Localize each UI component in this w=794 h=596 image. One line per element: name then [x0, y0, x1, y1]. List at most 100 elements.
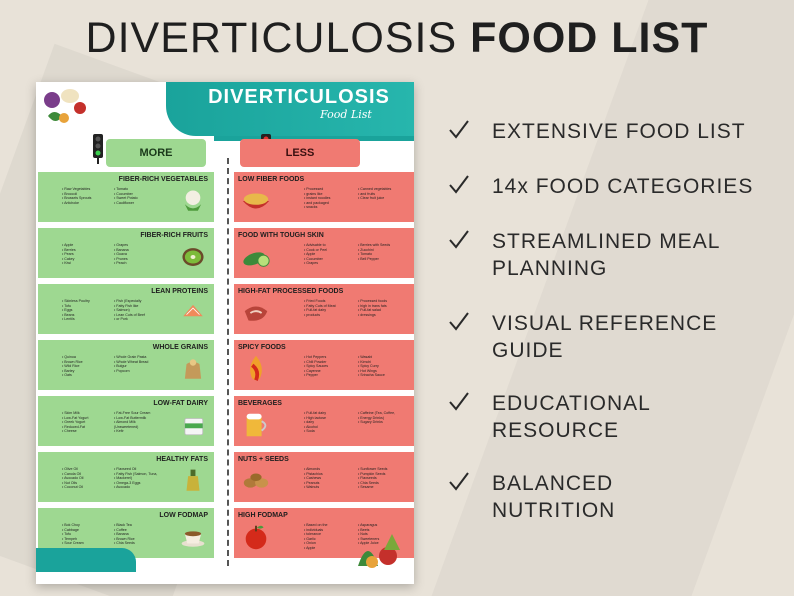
food-items-column: Raw VegetablesBroccoliBrussels SproutsAr… — [62, 187, 104, 205]
food-item: Full-fat dairy — [304, 308, 346, 313]
food-item: Almonds — [304, 467, 346, 472]
food-item: Pepper — [304, 373, 346, 378]
food-item: snacks — [304, 205, 346, 210]
oil-bottle-icon — [186, 469, 200, 491]
food-item: Hot Peppers — [304, 355, 346, 360]
food-item: Processed foods — [358, 299, 404, 304]
food-item: Bulgur — [114, 364, 160, 369]
food-items-column: Fat-Free Sour CreamLow-Fat ButtermilkAlm… — [114, 411, 160, 434]
food-item: Beans — [62, 313, 104, 318]
cauliflower-icon — [184, 190, 202, 211]
traffic-light-green-icon — [93, 134, 103, 164]
food-item: Peanuts — [304, 481, 346, 486]
food-item: Barley — [62, 369, 104, 374]
food-item: and fruits — [358, 192, 404, 197]
food-items-column: Olive OilCanola OilAvocado OilNut OilsCo… — [62, 467, 104, 490]
food-item: High lactose — [304, 416, 346, 421]
food-item: Alcohol — [304, 425, 346, 430]
less-category-panel: FOOD WITH TOUGH SKIN Advisable toCook or … — [234, 228, 414, 278]
food-items-column: Hot PeppersChili PowderSpicy SaucesCayen… — [304, 355, 346, 378]
food-item: Cakey — [62, 257, 104, 262]
food-item: Fatty Fish like — [114, 304, 160, 309]
category-name: LOW FIBER FOODS — [238, 176, 305, 183]
food-item: or Pork — [114, 317, 160, 322]
food-item: Banana — [114, 532, 160, 537]
feature-text: EXTENSIVE FOOD LIST — [492, 120, 746, 143]
column-divider — [227, 158, 229, 566]
checkmark-icon — [449, 175, 469, 194]
food-items-column: Canned vegetablesand fruitsClear fruit j… — [358, 187, 404, 201]
food-item: and packaged — [304, 201, 346, 206]
food-item: Sriracha Sauce — [358, 373, 404, 378]
food-item: Cashews — [304, 476, 346, 481]
category-name: FIBER-RICH FRUITS — [140, 232, 208, 239]
category-name: HIGH FODMAP — [238, 512, 288, 519]
food-item: Tofu — [62, 532, 104, 537]
food-item: Greek Yogurt — [62, 420, 104, 425]
food-item: Salmon) — [114, 308, 160, 313]
food-item: Sour Cream — [62, 541, 104, 546]
food-item: Lean Cuts of Beef — [114, 313, 160, 318]
food-item: Broccoli — [62, 192, 104, 197]
poster-header-band — [166, 82, 414, 136]
food-item: Bell Pepper — [358, 257, 404, 262]
kiwi-icon — [182, 248, 204, 266]
more-header: MORE — [106, 139, 206, 167]
food-item: Spicy Sauces — [304, 364, 346, 369]
food-item: Apple — [62, 243, 104, 248]
food-item: Avocado Oil — [62, 476, 104, 481]
yogurt-icon — [184, 418, 204, 436]
food-item: Fat-Free Sour Cream — [114, 411, 160, 416]
food-item: Processed — [304, 187, 346, 192]
food-item: dressings — [358, 313, 404, 318]
food-item: Cayenne — [304, 369, 346, 374]
food-item: Asparagus — [358, 523, 404, 528]
coffee-cup-icon — [181, 531, 205, 547]
main-heading-bold: FOOD LIST — [470, 14, 709, 62]
feature-text: VISUAL REFERENCE GUIDE — [492, 312, 718, 362]
category-name: HEALTHY FATS — [156, 456, 208, 463]
food-item: Grapes — [304, 261, 346, 266]
food-item: Pears — [62, 252, 104, 257]
checkmark-icon — [449, 392, 469, 411]
feature-text: EDUCATIONAL RESOURCE — [492, 392, 651, 442]
main-heading-light: DIVERTICULOSIS — [85, 14, 458, 62]
food-items-column: Bok ChoyCabbageTofuTempehSour Cream — [62, 523, 104, 546]
food-item: Wasabi — [358, 355, 404, 360]
feature-text: BALANCED NUTRITION — [492, 472, 616, 522]
food-item: Canned vegetables — [358, 187, 404, 192]
food-items-column: WasabiKimchiSpicy CurryHot WingsSriracha… — [358, 355, 404, 378]
food-item: Fatty Fish (Salmon, Tuna, — [114, 472, 160, 477]
food-items-column: AppleBerriesPearsCakeyKiwi — [62, 243, 104, 266]
food-item: Cauliflower — [114, 201, 160, 206]
food-item: Lentils — [62, 317, 104, 322]
food-item: Beets — [358, 528, 404, 533]
food-item: dairy — [304, 420, 346, 425]
food-items-column: Berries with SeedsZucchiniTomatoBell Pep… — [358, 243, 404, 261]
food-item: tolerance — [304, 532, 346, 537]
food-item: Mackerel) — [114, 476, 160, 481]
food-item: Fish (Especially — [114, 299, 160, 304]
food-items-column: Processed foodshigh in trans fatsFull-fa… — [358, 299, 404, 317]
food-item: Skinless Poultry — [62, 299, 104, 304]
food-item: Fatty Cuts of Meat — [304, 304, 346, 309]
food-item: Kiwi — [62, 261, 104, 266]
food-items-column: Whole Grain PastaWhole Wheat BreadBulgur… — [114, 355, 160, 373]
food-item: Low-Fat Buttermilk — [114, 416, 160, 421]
poster-footer-band — [36, 548, 136, 572]
more-category-panel: WHOLE GRAINS QuinoaBrown RiceWild RiceBar… — [38, 340, 214, 390]
more-category-panel: FIBER-RICH FRUITS AppleBerriesPearsCakeyK… — [38, 228, 214, 278]
checkmark-icon — [449, 472, 469, 491]
food-item: Brown Rice — [114, 537, 160, 542]
more-category-panel: FIBER-RICH VEGETABLES Raw VegetablesBrocc… — [38, 172, 214, 222]
food-item: Pumpkin Seeds — [358, 472, 404, 477]
category-name: SPICY FOODS — [238, 344, 286, 351]
food-items-column: Based on theindividualstoleranceGarlicOn… — [304, 523, 346, 551]
food-item: Tempeh — [62, 537, 104, 542]
apple-icon — [245, 525, 267, 550]
salmon-icon — [183, 304, 203, 317]
food-item: Energy Drinks) — [358, 416, 404, 421]
food-item: Raw Vegetables — [62, 187, 104, 192]
less-category-panel: BEVERAGES Full-fat dairyHigh lactosedairy… — [234, 396, 414, 446]
less-header: LESS — [240, 139, 360, 167]
